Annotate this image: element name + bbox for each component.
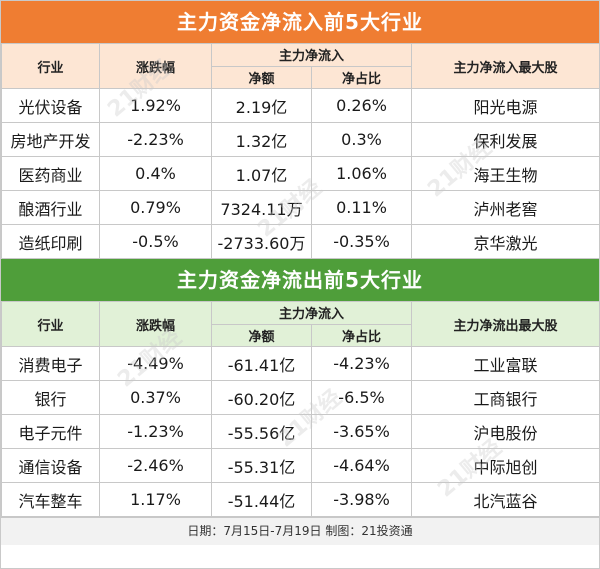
amount-cell: -61.41亿 xyxy=(211,346,312,381)
table-row: 银行 0.37% -60.20亿 -6.5% 工商银行 xyxy=(1,380,600,415)
table-row: 通信设备 -2.46% -55.31亿 -4.64% 中际旭创 xyxy=(1,448,600,483)
change-cell: 0.37% xyxy=(99,380,212,415)
footer-caption: 日期：7月15日-7月19日 制图：21投资通 xyxy=(1,517,599,545)
ratio-cell: -0.35% xyxy=(310,224,413,259)
change-cell: -0.5% xyxy=(99,224,212,259)
table-row: 光伏设备 1.92% 2.19亿 0.26% 阳光电源 xyxy=(1,88,600,123)
ratio-cell: -4.23% xyxy=(310,346,413,381)
outflow-header-change: 涨跌幅 xyxy=(99,301,212,347)
stock-cell: 保利发展 xyxy=(411,122,600,157)
change-cell: -2.23% xyxy=(99,122,212,157)
stock-cell: 中际旭创 xyxy=(411,448,600,483)
inflow-table: 行业 涨跌幅 主力净流入 主力净流入最大股 净额 净占比 光伏设备 1.92% … xyxy=(1,43,600,259)
ratio-cell: 0.26% xyxy=(310,88,413,123)
outflow-header-ratio: 净占比 xyxy=(310,323,413,347)
table-row: 消费电子 -4.49% -61.41亿 -4.23% 工业富联 xyxy=(1,346,600,381)
amount-cell: -55.31亿 xyxy=(211,448,312,483)
ratio-cell: 0.3% xyxy=(310,122,413,157)
amount-cell: -55.56亿 xyxy=(211,414,312,449)
industry-cell: 汽车整车 xyxy=(1,482,100,517)
ratio-cell: -4.64% xyxy=(310,448,413,483)
amount-cell: 2.19亿 xyxy=(211,88,312,123)
stock-cell: 沪电股份 xyxy=(411,414,600,449)
ratio-cell: -6.5% xyxy=(310,380,413,415)
industry-cell: 银行 xyxy=(1,380,100,415)
change-cell: 1.92% xyxy=(99,88,212,123)
amount-cell: 1.32亿 xyxy=(211,122,312,157)
change-cell: 0.4% xyxy=(99,156,212,191)
table-row: 电子元件 -1.23% -55.56亿 -3.65% 沪电股份 xyxy=(1,414,600,449)
outflow-table: 行业 涨跌幅 主力净流入 主力净流出最大股 净额 净占比 消费电子 -4.49%… xyxy=(1,301,600,517)
ratio-cell: -3.65% xyxy=(310,414,413,449)
industry-cell: 电子元件 xyxy=(1,414,100,449)
table-row: 房地产开发 -2.23% 1.32亿 0.3% 保利发展 xyxy=(1,122,600,157)
inflow-header-change: 涨跌幅 xyxy=(99,43,212,89)
amount-cell: -2733.60万 xyxy=(211,224,312,259)
stock-cell: 泸州老窖 xyxy=(411,190,600,225)
table-row: 造纸印刷 -0.5% -2733.60万 -0.35% 京华激光 xyxy=(1,224,600,259)
industry-cell: 消费电子 xyxy=(1,346,100,381)
amount-cell: -60.20亿 xyxy=(211,380,312,415)
amount-cell: 1.07亿 xyxy=(211,156,312,191)
inflow-header-amount: 净额 xyxy=(211,65,312,89)
stock-cell: 海王生物 xyxy=(411,156,600,191)
industry-cell: 造纸印刷 xyxy=(1,224,100,259)
ratio-cell: 0.11% xyxy=(310,190,413,225)
inflow-header-top-stock: 主力净流入最大股 xyxy=(411,43,600,89)
stock-cell: 阳光电源 xyxy=(411,88,600,123)
change-cell: -2.46% xyxy=(99,448,212,483)
ratio-cell: 1.06% xyxy=(310,156,413,191)
change-cell: -4.49% xyxy=(99,346,212,381)
inflow-header-group: 主力净流入 xyxy=(210,43,413,67)
amount-cell: 7324.11万 xyxy=(211,190,312,225)
change-cell: -1.23% xyxy=(99,414,212,449)
change-cell: 1.17% xyxy=(99,482,212,517)
table-row: 医药商业 0.4% 1.07亿 1.06% 海王生物 xyxy=(1,156,600,191)
outflow-title: 主力资金净流出前5大行业 xyxy=(1,259,599,301)
industry-cell: 房地产开发 xyxy=(1,122,100,157)
stock-cell: 工商银行 xyxy=(411,380,600,415)
inflow-header-ratio: 净占比 xyxy=(310,65,413,89)
outflow-header-top-stock: 主力净流出最大股 xyxy=(411,301,600,347)
industry-cell: 光伏设备 xyxy=(1,88,100,123)
industry-cell: 通信设备 xyxy=(1,448,100,483)
stock-cell: 京华激光 xyxy=(411,224,600,259)
amount-cell: -51.44亿 xyxy=(211,482,312,517)
table-row: 酿酒行业 0.79% 7324.11万 0.11% 泸州老窖 xyxy=(1,190,600,225)
stock-cell: 北汽蓝谷 xyxy=(411,482,600,517)
table-row: 汽车整车 1.17% -51.44亿 -3.98% 北汽蓝谷 xyxy=(1,482,600,517)
inflow-title: 主力资金净流入前5大行业 xyxy=(1,1,599,43)
change-cell: 0.79% xyxy=(99,190,212,225)
ratio-cell: -3.98% xyxy=(310,482,413,517)
industry-cell: 酿酒行业 xyxy=(1,190,100,225)
stock-cell: 工业富联 xyxy=(411,346,600,381)
inflow-header-industry: 行业 xyxy=(1,43,100,89)
outflow-header-industry: 行业 xyxy=(1,301,100,347)
outflow-header-group: 主力净流入 xyxy=(210,301,413,325)
outflow-header-amount: 净额 xyxy=(211,323,312,347)
industry-cell: 医药商业 xyxy=(1,156,100,191)
